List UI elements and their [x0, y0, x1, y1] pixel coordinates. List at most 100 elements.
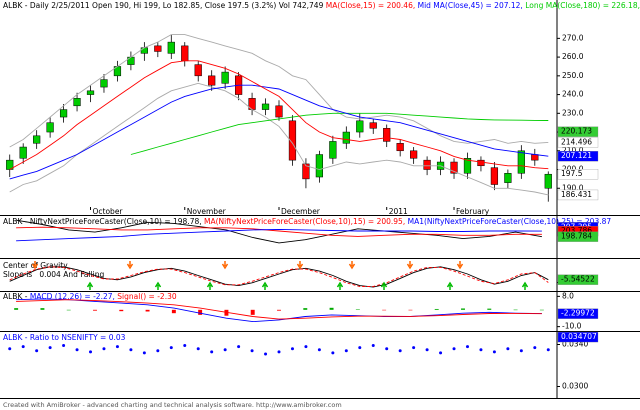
title-part: Long MA(Close,180) = 226.18,	[525, 1, 640, 10]
value-box-label: -5.54522	[561, 275, 595, 284]
histogram-bar	[14, 308, 19, 310]
histogram-bar	[40, 308, 45, 310]
point	[62, 344, 66, 348]
histogram-bar	[434, 308, 439, 310]
title-part: ALBK -	[3, 292, 30, 301]
candle-body	[504, 173, 512, 183]
sell-arrow	[406, 261, 414, 270]
point	[8, 347, 12, 351]
pane-subtitle: Slope is 0.004 And Falling	[3, 270, 104, 279]
candle-body	[59, 109, 68, 118]
point	[317, 348, 321, 352]
sell-arrow	[296, 261, 304, 270]
title-part: Signal() = -2.30	[117, 292, 177, 301]
y-tick-label: -10.0	[562, 322, 582, 331]
buy-arrow	[86, 281, 94, 290]
y-tick-label: 230.0	[562, 108, 584, 117]
series-line	[9, 266, 549, 288]
series-line	[16, 219, 542, 244]
y-tick-label: 8.0	[562, 291, 574, 300]
sell-arrow	[31, 261, 39, 270]
series-line	[9, 82, 549, 196]
point	[142, 351, 146, 355]
candle-body	[208, 75, 216, 86]
value-box	[557, 151, 599, 162]
candle-body	[33, 135, 41, 144]
point	[412, 346, 416, 350]
sell-arrow	[456, 261, 464, 270]
point	[344, 349, 348, 353]
candle-body	[356, 120, 364, 133]
candle-body	[369, 122, 377, 129]
value-box	[557, 137, 599, 148]
x-tick-label: December	[281, 207, 321, 216]
x-tick-label: October	[93, 207, 124, 216]
histogram-bar	[171, 309, 176, 314]
point	[102, 347, 106, 351]
buy-arrow	[521, 281, 529, 290]
y-tick-label: 190.0	[562, 183, 584, 192]
point	[75, 348, 79, 352]
candle-body	[396, 143, 404, 152]
histogram-bar	[145, 309, 150, 312]
value-box	[557, 231, 599, 242]
buy-arrow	[446, 281, 454, 290]
point	[492, 350, 496, 354]
candle-body	[383, 128, 391, 142]
candle-body	[342, 131, 350, 144]
sell-arrow	[348, 261, 356, 270]
point	[452, 347, 456, 351]
y-tick-label: 0.0300	[562, 382, 588, 391]
series-line	[9, 60, 549, 170]
y-tick-label: 250.0	[562, 71, 584, 80]
sell-arrow	[126, 261, 134, 270]
candle-body	[410, 150, 418, 159]
buy-arrow	[261, 281, 269, 290]
point	[533, 346, 537, 350]
y-tick-label: 240.0	[562, 90, 584, 99]
candle-body	[194, 64, 202, 77]
pane-title: ALBK - MACD (12,26) = -2.27, Signal() = …	[3, 292, 177, 301]
candle-body	[315, 154, 324, 178]
point	[519, 349, 523, 353]
y-tick-label: 0.0340	[562, 340, 588, 349]
histogram-bar	[277, 309, 281, 311]
histogram-bar	[487, 308, 492, 310]
footer: Created with AmiBroker - advanced charti…	[3, 401, 342, 409]
title-part: MA1(NiftyNextPriceForeCaster(Close,10),2…	[408, 217, 612, 226]
point	[210, 350, 214, 354]
value-box-label: 0.034707	[561, 332, 597, 341]
point	[479, 348, 483, 352]
candle-body	[73, 98, 81, 107]
point	[89, 350, 93, 354]
title-part: MA(NiftyNextPriceForeCaster(Close,10),15…	[204, 217, 408, 226]
title-part: ALBK - NiftyNextPriceForeCaster(Close,10…	[3, 217, 204, 226]
x-tick-label: November	[187, 207, 227, 216]
candle-body	[288, 120, 297, 161]
histogram-bar	[198, 309, 203, 315]
candle-body	[86, 90, 95, 95]
buy-arrow	[206, 281, 214, 290]
x-tick-label: 2011	[389, 207, 408, 216]
buy-arrow	[380, 281, 388, 290]
point	[264, 352, 268, 356]
value-box-label: 186.431	[561, 190, 592, 199]
candle-body	[490, 167, 499, 185]
point	[196, 347, 200, 351]
point	[250, 349, 254, 353]
candle-body	[275, 105, 283, 118]
histogram-bar	[93, 309, 97, 311]
value-box	[557, 331, 599, 343]
point	[331, 351, 335, 355]
value-box-label: 207.121	[561, 151, 592, 160]
point	[35, 349, 39, 353]
point	[506, 347, 510, 351]
x-tick-label: February	[456, 207, 490, 216]
histogram-bar	[250, 309, 255, 315]
candle-body	[517, 150, 525, 174]
pane-title: ALBK - Daily 2/25/2011 Open 190, Hi 199,…	[3, 1, 640, 10]
point	[304, 345, 308, 349]
point	[465, 345, 469, 349]
